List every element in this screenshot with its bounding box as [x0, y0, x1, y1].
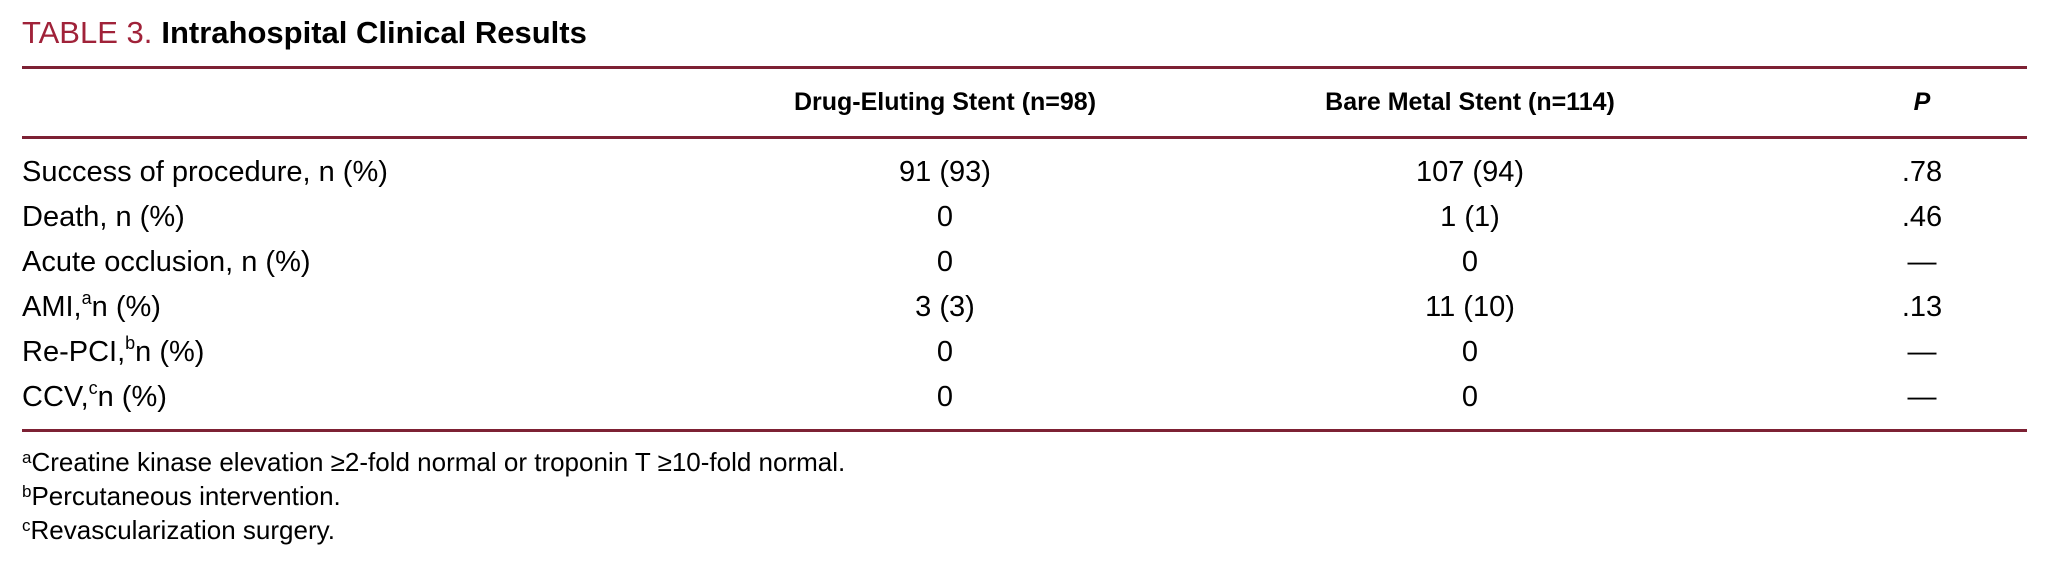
table-body: Success of procedure, n (%) 91 (93) 107 …: [22, 139, 2027, 429]
table-figure: TABLE 3. Intrahospital Clinical Results D…: [22, 13, 2045, 547]
table-row: AMI, a n (%) 3 (3) 11 (10) .13: [22, 285, 2027, 330]
table-header-row: Drug-Eluting Stent (n=98) Bare Metal Ste…: [22, 69, 2027, 136]
footnote-marker: a: [22, 448, 32, 467]
footnote: bPercutaneous intervention.: [22, 481, 341, 511]
column-header-drug-eluting-stent: Drug-Eluting Stent (n=98): [793, 88, 1097, 116]
cell-bms: 1 (1): [1440, 201, 1500, 233]
table-row: Acute occlusion, n (%) 0 0 —: [22, 240, 2027, 285]
table-row: Re-PCI, b n (%) 0 0 —: [22, 330, 2027, 375]
cell-p-value: —: [1907, 246, 1937, 278]
footnote: cRevascularization surgery.: [22, 515, 335, 545]
table-row: Success of procedure, n (%) 91 (93) 107 …: [22, 150, 2027, 195]
table-caption: TABLE 3. Intrahospital Clinical Results: [22, 13, 2045, 53]
cell-des: 91 (93): [899, 156, 991, 188]
column-header-bare-metal-stent: Bare Metal Stent (n=114): [1325, 88, 1615, 116]
cell-p-value: .46: [1901, 201, 1943, 233]
table-row: CCV, c n (%) 0 0 —: [22, 375, 2027, 420]
top-rule: [22, 66, 2027, 69]
cell-bms: 0: [1461, 246, 1479, 278]
cell-p-value: —: [1907, 336, 1937, 368]
cell-p-value: —: [1907, 381, 1937, 413]
row-label: Success of procedure, n (%): [22, 156, 388, 188]
row-label: Re-PCI, b n (%): [22, 332, 205, 369]
header-rule: [22, 136, 2027, 139]
cell-p-value: .13: [1901, 291, 1943, 323]
table-row: Death, n (%) 0 1 (1) .46: [22, 195, 2027, 240]
table-footnotes: aCreatine kinase elevation ≥2-fold norma…: [22, 432, 2027, 547]
row-label: CCV, c n (%): [22, 377, 167, 414]
cell-bms: 11 (10): [1425, 291, 1515, 323]
cell-des: 3 (3): [915, 291, 975, 323]
column-header-empty: [22, 69, 662, 136]
footnote: aCreatine kinase elevation ≥2-fold norma…: [22, 447, 846, 477]
cell-des: 0: [936, 201, 954, 233]
bottom-rule: [22, 429, 2027, 432]
footnote-marker: b: [22, 482, 32, 501]
cell-bms: 0: [1461, 336, 1479, 368]
cell-des: 0: [936, 381, 954, 413]
row-label: AMI, a n (%): [22, 287, 161, 324]
cell-bms: 0: [1461, 381, 1479, 413]
table-number-label: TABLE 3.: [22, 15, 153, 50]
cell-des: 0: [936, 336, 954, 368]
row-label: Death, n (%): [22, 201, 185, 233]
cell-des: 0: [936, 246, 954, 278]
cell-p-value: .78: [1901, 156, 1943, 188]
row-label: Acute occlusion, n (%): [22, 246, 311, 278]
column-header-p-value: P: [1913, 88, 1931, 116]
cell-bms: 107 (94): [1415, 156, 1524, 188]
table-title: Intrahospital Clinical Results: [161, 15, 587, 50]
footnote-marker: c: [22, 516, 31, 535]
table: Drug-Eluting Stent (n=98) Bare Metal Ste…: [22, 66, 2027, 547]
